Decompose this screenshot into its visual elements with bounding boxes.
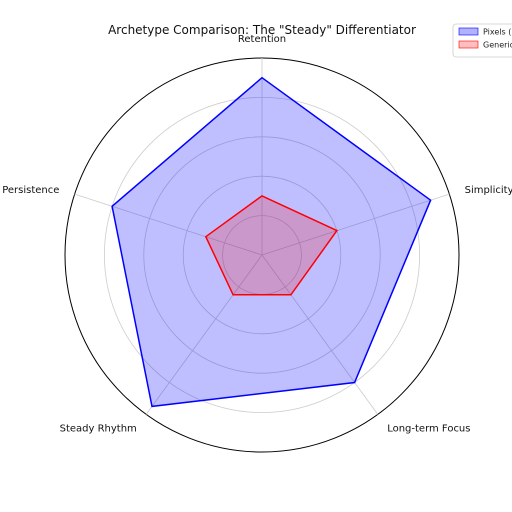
axis-label: Steady Rhythm bbox=[60, 423, 137, 434]
axis-label: Simplicity bbox=[465, 185, 512, 196]
axis-labels: Retention Simplicity Long-term Focus Steady… bbox=[0, 34, 512, 434]
axis-label: User Persistence bbox=[0, 185, 59, 196]
radar-grid bbox=[64, 57, 460, 453]
series-layer bbox=[111, 76, 432, 408]
spoke-line bbox=[261, 254, 379, 415]
spoke-line bbox=[74, 193, 263, 256]
spoke-line bbox=[145, 254, 263, 415]
axis-label: Retention bbox=[238, 34, 286, 45]
legend-swatch bbox=[458, 40, 479, 49]
series-polygon-2 bbox=[204, 195, 339, 296]
legend-label: Pixels (" bbox=[483, 28, 512, 37]
legend-label: Generic bbox=[483, 41, 512, 50]
axis-label: Long-term Focus bbox=[387, 423, 470, 434]
spoke-line bbox=[261, 193, 450, 256]
legend: Pixels (" Generic bbox=[452, 23, 512, 58]
chart-title: Archetype Comparison: The "Steady" Diffe… bbox=[108, 23, 416, 37]
series-polygon-1 bbox=[111, 76, 432, 408]
legend-swatch bbox=[458, 27, 479, 36]
legend-box bbox=[452, 23, 512, 58]
